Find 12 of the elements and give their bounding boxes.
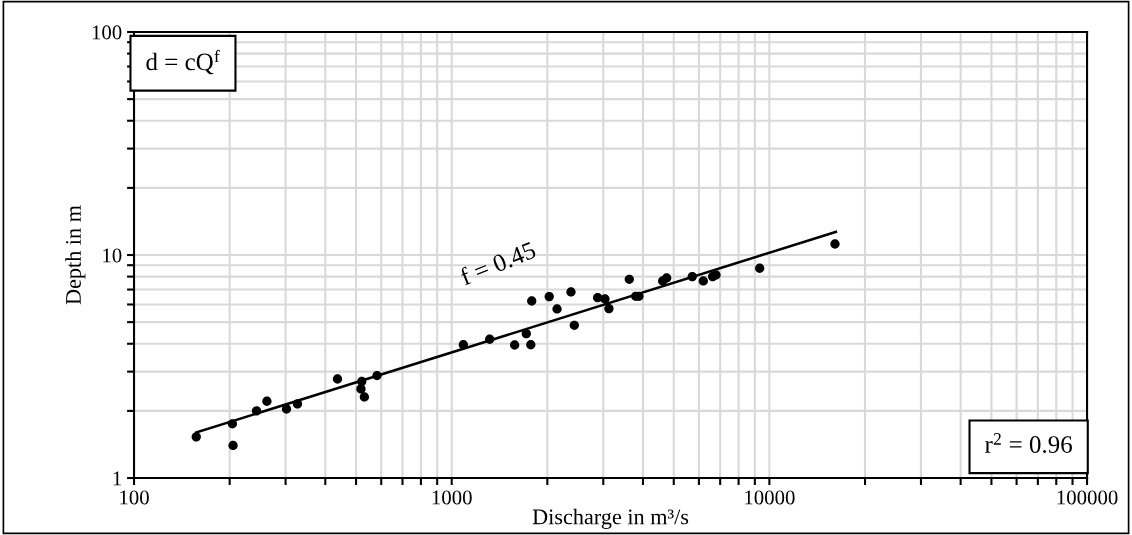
x-tick-label: 100 [120,490,149,505]
x-tick-label: 10000 [745,490,795,505]
x-tick-label: 1000 [432,490,472,505]
y-tick-label: 100 [92,25,122,40]
x-tick-label: 100000 [1057,490,1118,505]
annotation: f = 0.45 [458,240,537,286]
y-tick-label: 10 [103,248,122,263]
y-tick-label: 1 [113,471,121,486]
annotation: r$^{2}$ = 0.96 [985,433,1072,454]
annotation: d = cQ$^{f}$ [146,49,220,75]
y-axis-title: Depth in m [65,205,86,305]
x-axis-title: Discharge in m³/s [532,508,689,529]
